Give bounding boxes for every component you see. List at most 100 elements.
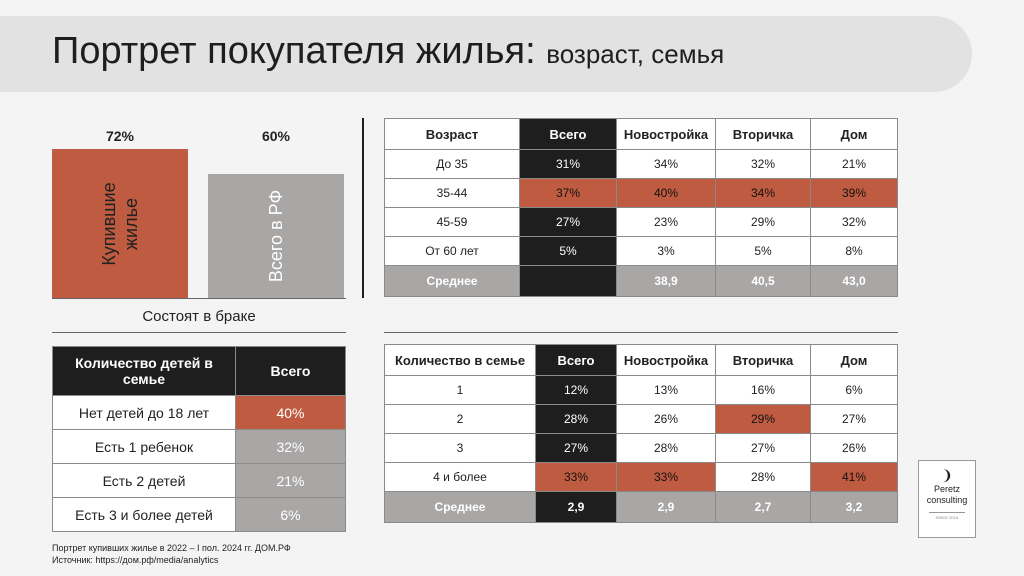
table-row: 35-44 37% 40% 34% 39% <box>384 178 898 208</box>
age-cell: 32% <box>810 207 898 237</box>
footer-line1: Портрет купивших жилье в 2022 – I пол. 2… <box>52 543 291 553</box>
age-table-header: Возраст Всего Новостройка Вторичка Дом <box>384 118 898 150</box>
bar-label-buyers-line1: Купившие <box>99 181 119 266</box>
family-cell: 33% <box>535 462 617 492</box>
age-cell: 5% <box>715 236 811 266</box>
age-cell: 29% <box>715 207 811 237</box>
kids-row-label: Есть 2 детей <box>52 463 236 498</box>
family-cell: 41% <box>810 462 898 492</box>
age-cell: 39% <box>810 178 898 208</box>
age-header-0: Возраст <box>384 118 520 150</box>
family-table: Количество в семье Всего Новостройка Вто… <box>384 344 898 523</box>
family-cell: 26% <box>810 433 898 463</box>
family-avg-cell: 2,9 <box>616 491 716 523</box>
age-cell: 40% <box>616 178 716 208</box>
age-avg-cell: 43,0 <box>810 265 898 297</box>
logo-name-line2: consulting <box>926 495 968 505</box>
kids-header-total: Всего <box>235 346 346 396</box>
age-header-2: Новостройка <box>616 118 716 150</box>
family-header-1: Всего <box>535 344 617 376</box>
family-avg-row: Среднее 2,9 2,9 2,7 3,2 <box>384 491 898 523</box>
title-sub: возраст, семья <box>546 39 725 69</box>
age-cell: 31% <box>519 149 617 179</box>
age-cell: 32% <box>715 149 811 179</box>
family-avg-cell: 2,7 <box>715 491 811 523</box>
table-row: От 60 лет 5% 3% 5% 8% <box>384 236 898 266</box>
family-avg-cell: Среднее <box>384 491 536 523</box>
age-cell: 8% <box>810 236 898 266</box>
age-cell: 5% <box>519 236 617 266</box>
family-header-4: Дом <box>810 344 898 376</box>
bar-label-russia: Всего в РФ <box>265 190 287 282</box>
age-cell: 34% <box>616 149 716 179</box>
kids-table: Количество детей в семье Всего Нет детей… <box>52 346 346 532</box>
table-row: 1 12% 13% 16% 6% <box>384 375 898 405</box>
age-cell: 45-59 <box>384 207 520 237</box>
family-cell: 28% <box>715 462 811 492</box>
family-header-3: Вторичка <box>715 344 811 376</box>
age-cell: 27% <box>519 207 617 237</box>
table-row: 4 и более 33% 33% 28% 41% <box>384 462 898 492</box>
bar-value-russia: 60% <box>261 128 291 144</box>
family-cell: 29% <box>715 404 811 434</box>
age-cell: 34% <box>715 178 811 208</box>
logo-mark-icon: ❩ <box>941 467 953 483</box>
family-cell: 6% <box>810 375 898 405</box>
age-avg-row: Среднее 38,9 40,5 43,0 <box>384 265 898 297</box>
kids-row-value: 6% <box>235 497 346 532</box>
family-cell: 3 <box>384 433 536 463</box>
age-cell: 21% <box>810 149 898 179</box>
logo-rule <box>929 512 965 513</box>
family-cell: 1 <box>384 375 536 405</box>
age-avg-cell: 40,5 <box>715 265 811 297</box>
family-cell: 16% <box>715 375 811 405</box>
family-cell: 27% <box>715 433 811 463</box>
family-avg-cell: 2,9 <box>535 491 617 523</box>
bar-label-buyers-line2: жилье <box>121 197 141 250</box>
bar-label-buyers: Купившие жилье <box>98 182 142 265</box>
table-row: 45-59 27% 23% 29% 32% <box>384 207 898 237</box>
age-cell: От 60 лет <box>384 236 520 266</box>
family-header-0: Количество в семье <box>384 344 536 376</box>
vertical-divider <box>362 118 364 298</box>
family-cell: 27% <box>535 433 617 463</box>
logo-name-line1: Peretz <box>933 484 960 494</box>
age-cell: До 35 <box>384 149 520 179</box>
kids-table-header: Количество детей в семье Всего <box>52 346 346 396</box>
table-row: 3 27% 28% 27% 26% <box>384 433 898 463</box>
age-cell: 3% <box>616 236 716 266</box>
age-avg-cell <box>519 265 617 297</box>
bar-label-russia-line1: Всего в РФ <box>266 189 286 283</box>
age-header-1: Всего <box>519 118 617 150</box>
family-cell: 2 <box>384 404 536 434</box>
table-row: Есть 3 и более детей 6% <box>52 497 346 532</box>
age-cell: 35-44 <box>384 178 520 208</box>
age-cell: 37% <box>519 178 617 208</box>
table-row: 2 28% 26% 29% 27% <box>384 404 898 434</box>
footer-line2: Источник: https://дом.рф/media/analytics <box>52 555 219 565</box>
kids-row-label: Есть 3 и более детей <box>52 497 236 532</box>
divider-left <box>52 332 346 333</box>
bar-buyers: Купившие жилье <box>52 149 188 298</box>
family-cell: 4 и более <box>384 462 536 492</box>
family-avg-cell: 3,2 <box>810 491 898 523</box>
footer-source: Портрет купивших жилье в 2022 – I пол. 2… <box>52 542 291 566</box>
table-row: Есть 1 ребенок 32% <box>52 429 346 464</box>
page-title: Портрет покупателя жилья: возраст, семья <box>52 30 724 73</box>
bar-russia: Всего в РФ <box>208 174 344 298</box>
age-avg-cell: Среднее <box>384 265 520 297</box>
family-cell: 33% <box>616 462 716 492</box>
family-cell: 26% <box>616 404 716 434</box>
family-cell: 28% <box>616 433 716 463</box>
logo: ❩ Peretz consulting SINCE 2018 <box>918 460 976 538</box>
family-cell: 28% <box>535 404 617 434</box>
table-row: До 35 31% 34% 32% 21% <box>384 149 898 179</box>
family-cell: 13% <box>616 375 716 405</box>
age-avg-cell: 38,9 <box>616 265 716 297</box>
kids-row-value: 32% <box>235 429 346 464</box>
kids-row-value: 21% <box>235 463 346 498</box>
kids-row-label: Нет детей до 18 лет <box>52 395 236 430</box>
kids-row-value: 40% <box>235 395 346 430</box>
bars-baseline <box>52 298 346 299</box>
logo-tagline: SINCE 2018 <box>935 515 959 520</box>
